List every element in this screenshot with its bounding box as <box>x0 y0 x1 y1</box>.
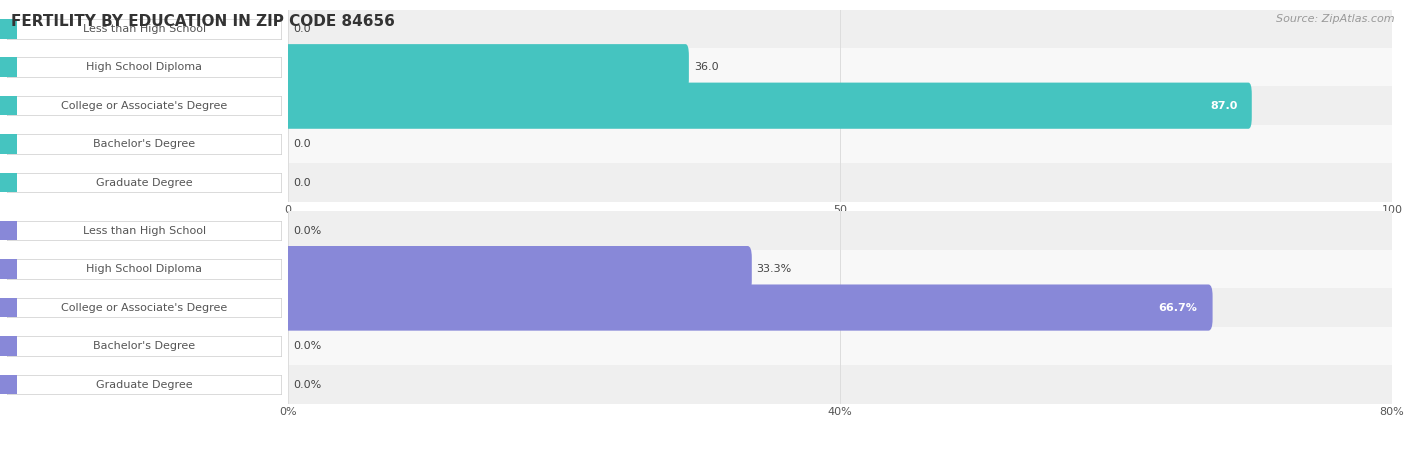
Text: Graduate Degree: Graduate Degree <box>96 380 193 390</box>
FancyBboxPatch shape <box>284 246 752 292</box>
Bar <box>288 125 1392 163</box>
Bar <box>288 288 1392 327</box>
Text: Less than High School: Less than High School <box>83 226 205 236</box>
Text: 0.0: 0.0 <box>294 24 311 34</box>
Text: 0.0%: 0.0% <box>294 341 322 351</box>
Text: Source: ZipAtlas.com: Source: ZipAtlas.com <box>1277 14 1395 24</box>
Bar <box>288 211 1392 250</box>
Text: 87.0: 87.0 <box>1211 101 1237 111</box>
Text: Less than High School: Less than High School <box>83 24 205 34</box>
Text: FERTILITY BY EDUCATION IN ZIP CODE 84656: FERTILITY BY EDUCATION IN ZIP CODE 84656 <box>11 14 395 29</box>
Text: Graduate Degree: Graduate Degree <box>96 178 193 188</box>
Text: Bachelor's Degree: Bachelor's Degree <box>93 341 195 351</box>
Text: 66.7%: 66.7% <box>1159 303 1198 313</box>
Text: 36.0: 36.0 <box>695 62 718 72</box>
FancyBboxPatch shape <box>284 285 1212 331</box>
FancyBboxPatch shape <box>285 44 689 90</box>
Text: 0.0%: 0.0% <box>294 226 322 236</box>
Text: 0.0: 0.0 <box>294 139 311 149</box>
Text: 33.3%: 33.3% <box>756 264 792 274</box>
Bar <box>288 163 1392 202</box>
Text: High School Diploma: High School Diploma <box>86 264 202 274</box>
Bar <box>288 10 1392 48</box>
Bar <box>288 250 1392 288</box>
Text: High School Diploma: High School Diploma <box>86 62 202 72</box>
Text: College or Associate's Degree: College or Associate's Degree <box>60 303 228 313</box>
FancyBboxPatch shape <box>285 83 1251 129</box>
Text: 0.0: 0.0 <box>294 178 311 188</box>
Text: 0.0%: 0.0% <box>294 380 322 390</box>
Bar <box>288 327 1392 365</box>
Bar <box>288 48 1392 86</box>
Bar <box>288 365 1392 404</box>
Text: College or Associate's Degree: College or Associate's Degree <box>60 101 228 111</box>
Text: Bachelor's Degree: Bachelor's Degree <box>93 139 195 149</box>
Bar <box>288 86 1392 125</box>
